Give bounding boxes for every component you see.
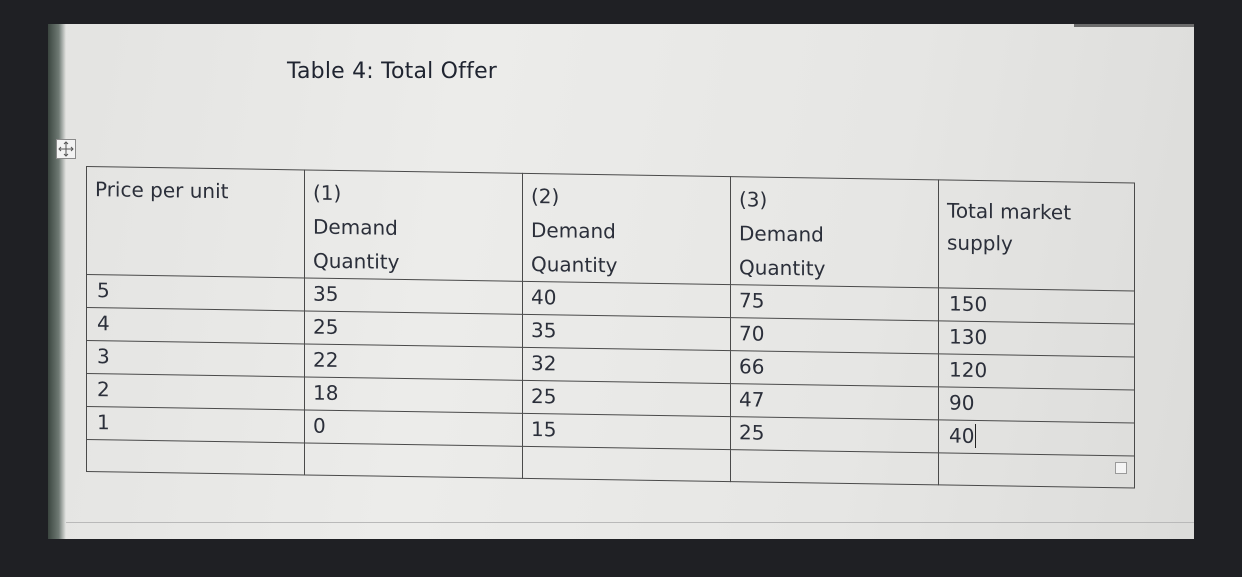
cell-demand-3[interactable]: 47 (730, 383, 939, 420)
cell-demand-1[interactable]: 18 (304, 376, 523, 414)
header-price[interactable]: Price per unit (86, 166, 305, 278)
header-price-line1: Price per unit (95, 177, 229, 204)
cell-price[interactable]: 3 (86, 340, 305, 377)
header-demand-3-line3: Quantity (739, 255, 826, 281)
cell-total[interactable]: 120 (938, 353, 1135, 390)
cell-demand-2[interactable]: 32 (522, 347, 731, 384)
cell-demand-1[interactable]: 35 (304, 277, 523, 315)
table-move-icon[interactable] (56, 139, 76, 159)
cell-total[interactable]: 130 (938, 320, 1135, 357)
header-demand-2-line2: Demand (531, 217, 616, 244)
cell-demand-3[interactable]: 75 (730, 284, 939, 321)
header-demand-1[interactable]: (1) Demand Quantity (304, 169, 523, 282)
ruler-edge (1074, 24, 1194, 27)
cell-demand-3[interactable]: 70 (730, 317, 939, 354)
cell-demand-2[interactable]: 35 (522, 314, 731, 351)
header-demand-3-line2: Demand (739, 221, 824, 247)
demand-table-wrapper: Price per unit (1) Demand Quantity (2) D… (86, 166, 1135, 488)
cell-demand-2[interactable]: 15 (522, 413, 731, 450)
cell-total[interactable]: 90 (938, 386, 1135, 423)
header-total-line2: supply (947, 230, 1013, 256)
table-title: Table 4: Total Offer (287, 59, 498, 84)
header-demand-1-line3: Quantity (313, 248, 400, 274)
cell-empty[interactable] (522, 446, 731, 482)
header-demand-3-line1: (3) (739, 187, 768, 212)
cell-empty[interactable] (86, 439, 305, 475)
page-edge-shadow (48, 24, 66, 539)
page-bottom-line (66, 522, 1194, 523)
cell-price[interactable]: 2 (86, 373, 305, 410)
header-demand-2-line1: (2) (531, 183, 560, 209)
cell-empty[interactable] (304, 442, 523, 479)
header-demand-2-line3: Quantity (531, 251, 618, 278)
cell-demand-1[interactable]: 25 (304, 310, 523, 348)
table-resize-icon[interactable] (1115, 462, 1127, 474)
cell-demand-1[interactable]: 0 (304, 409, 523, 447)
cell-price[interactable]: 5 (86, 274, 305, 311)
header-total-line1: Total market (947, 198, 1072, 225)
cell-demand-2[interactable]: 25 (522, 380, 731, 417)
cell-demand-3[interactable]: 25 (730, 416, 939, 453)
header-demand-1-line2: Demand (313, 214, 398, 240)
header-demand-1-line1: (1) (313, 180, 342, 206)
header-demand-2[interactable]: (2) Demand Quantity (522, 173, 731, 285)
header-demand-3[interactable]: (3) Demand Quantity (730, 176, 939, 288)
cell-total-text-with-cursor: 40 (949, 423, 977, 448)
demand-table: Price per unit (1) Demand Quantity (2) D… (86, 166, 1135, 488)
cell-total[interactable]: 40 (938, 419, 1135, 456)
cell-demand-3[interactable]: 66 (730, 350, 939, 387)
document-page (48, 24, 1194, 539)
table-header-row: Price per unit (1) Demand Quantity (2) D… (86, 166, 1135, 291)
cell-total[interactable]: 150 (938, 287, 1135, 324)
cell-demand-1[interactable]: 22 (304, 343, 523, 381)
cell-price[interactable]: 4 (86, 307, 305, 344)
cell-price[interactable]: 1 (86, 406, 305, 443)
cell-empty[interactable] (938, 452, 1135, 488)
cell-empty[interactable] (730, 449, 939, 485)
cell-demand-2[interactable]: 40 (522, 281, 731, 318)
header-total-supply[interactable]: Total market supply (938, 179, 1135, 291)
